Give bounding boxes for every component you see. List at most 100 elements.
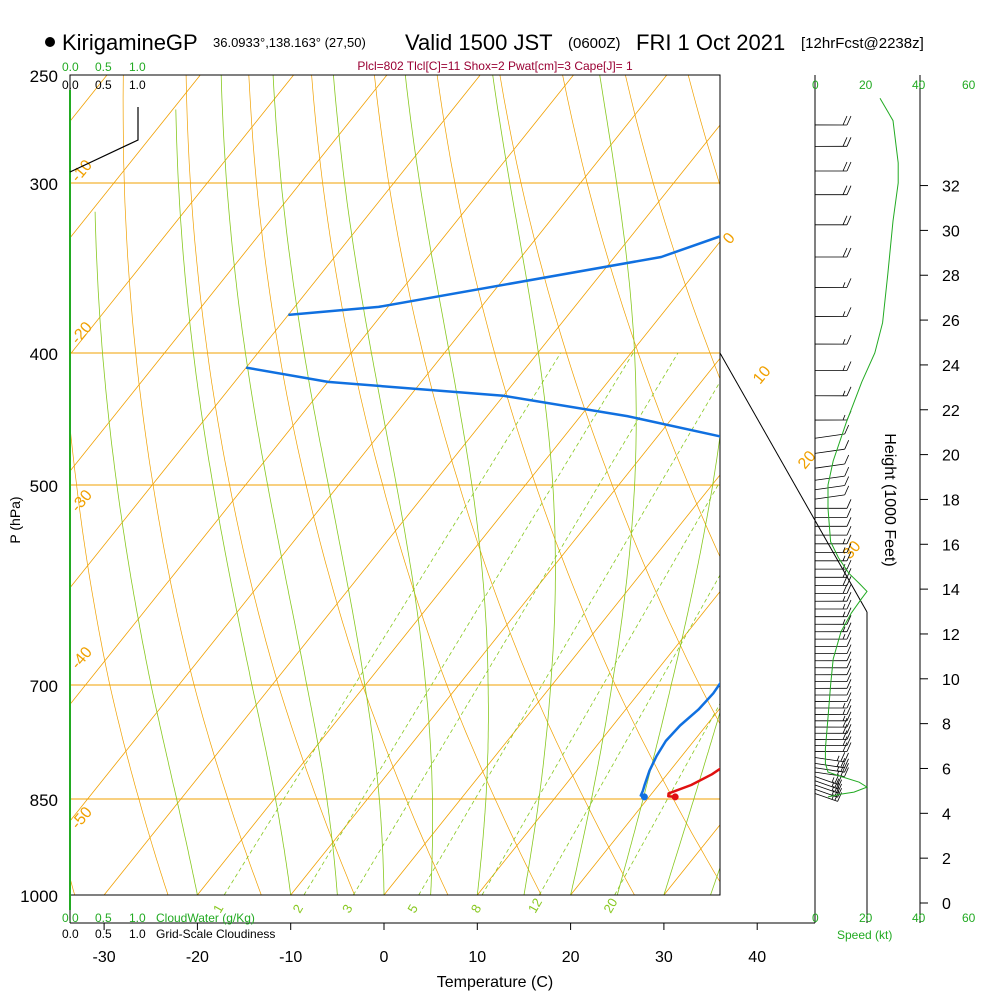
temperature-tick-label: 30 [655,949,673,966]
isotherm-line [70,75,388,472]
isotherm-line [851,75,1000,895]
isotherm-line [70,75,574,706]
station-name: KirigamineGP [62,30,198,55]
cl-top-1: 1.0 [129,78,146,92]
valid-time: Valid 1500 JST [405,30,553,55]
wind-barb [814,476,850,491]
dry-adiabat [122,75,262,895]
speed-scale-bottom: 0 20 40 60 Speed (kt) [812,911,976,942]
wind-barb [814,762,849,773]
pressure-tick-label: 850 [30,791,58,810]
dry-adiabat [499,75,720,725]
wind-barb [814,247,852,258]
wind-barb [814,724,852,734]
temperature-tick-label: -30 [93,949,116,966]
thermo-grid [0,51,1000,924]
isotherm-line [0,75,14,895]
wind-barb [814,115,852,126]
wind-barb [814,137,852,147]
wind-barb [814,730,852,740]
isotherm-label: -50 [68,804,96,833]
mixing-ratio-label: 2 [290,902,307,916]
wind-barb [814,334,852,345]
wind-barb [814,615,852,625]
pressure-tick-label: 1000 [20,887,58,906]
wind-barb [814,698,852,709]
height-tick-label: 28 [942,268,960,285]
moist-adiabat [220,75,338,895]
cw-bot-1: 1.0 [129,911,146,925]
isotherm-line [383,474,720,895]
speed-top-0: 0 [812,78,819,92]
height-tick-label: 26 [942,313,960,330]
temperature-tick-label: -10 [279,949,302,966]
height-axis-label: Height (1000 Feet) [881,433,898,566]
speed-bot-60: 60 [962,911,976,925]
pressure-tick-label: 250 [30,67,58,86]
wind-barb [814,705,852,715]
isotherm-label: 20 [795,448,820,473]
wind-barb [814,622,852,633]
wind-barb [814,485,850,500]
moist-adiabat [94,211,198,895]
dry-adiabat [311,75,542,895]
isotherm-line [570,707,720,895]
wind-barb [814,551,852,562]
dry-adiabat [374,75,635,895]
mixing-ratio-line [538,574,720,895]
wind-barb [814,440,850,454]
wind-barb [814,584,852,594]
dry-adiabat [185,75,355,895]
wind-barb [814,685,852,696]
cw-top-05: 0.5 [95,60,112,74]
wind-barb [814,543,852,553]
moist-adiabat [333,75,433,895]
wind-barb [814,534,852,545]
pressure-axis-label: P (hPa) [7,496,23,543]
station-coords: 36.0933°,138.163° (27,50) [213,35,366,50]
temperature-ticks: -30 -20 -10 0 10 20 30 40 [93,923,766,966]
wind-barb [814,717,852,728]
wind-barb [814,679,852,689]
wind-barb [814,525,852,536]
mixing-ratio-labels: 1 2 3 5 8 12 20 [210,895,621,915]
height-tick-label: 30 [942,223,960,240]
cl-bot-1: 1.0 [129,927,146,941]
cw-top-1: 1.0 [129,60,146,74]
cl-top-05: 0.5 [95,78,112,92]
dry-adiabat [562,75,720,558]
dry-adiabat [70,423,169,895]
temperature-tick-label: 20 [562,949,580,966]
temperature-tick-label: 10 [468,949,486,966]
wind-barb [814,692,852,702]
mixing-ratio-label: 3 [339,902,356,916]
height-tick-label: 6 [942,762,951,779]
wind-barb [814,651,852,662]
isotherm-label: -20 [68,319,96,348]
dry-adiabat [248,75,449,895]
station-marker-icon [45,37,55,47]
mixing-ratio-label: 5 [404,902,421,916]
isotherm-line [70,75,294,356]
mixing-ratio-line [303,352,634,895]
wind-barb [814,592,852,602]
wind-barb [814,307,852,317]
moist-adiabat [570,75,637,895]
wind-barb [814,607,852,618]
cloudiness-label: Grid-Scale Cloudiness [156,927,275,941]
speed-bot-0: 0 [812,911,819,925]
wind-barb [814,752,849,763]
isotherm-line [70,75,668,822]
stability-indices: Plcl=802 Tlcl[C]=11 Shox=2 Pwat[cm]=3 Ca… [357,59,633,73]
moist-adiabat [710,866,720,895]
pressure-tick-label: 300 [30,175,58,194]
mixing-ratio-line [481,480,720,895]
dry-adiabat [992,51,1000,924]
height-tick-label: 20 [942,448,960,465]
valid-date: FRI 1 Oct 2021 [636,30,785,55]
height-tick-label: 16 [942,537,960,554]
wind-barb [814,658,852,669]
sounding-profiles [245,235,720,801]
pressure-tick-label: 400 [30,345,58,364]
